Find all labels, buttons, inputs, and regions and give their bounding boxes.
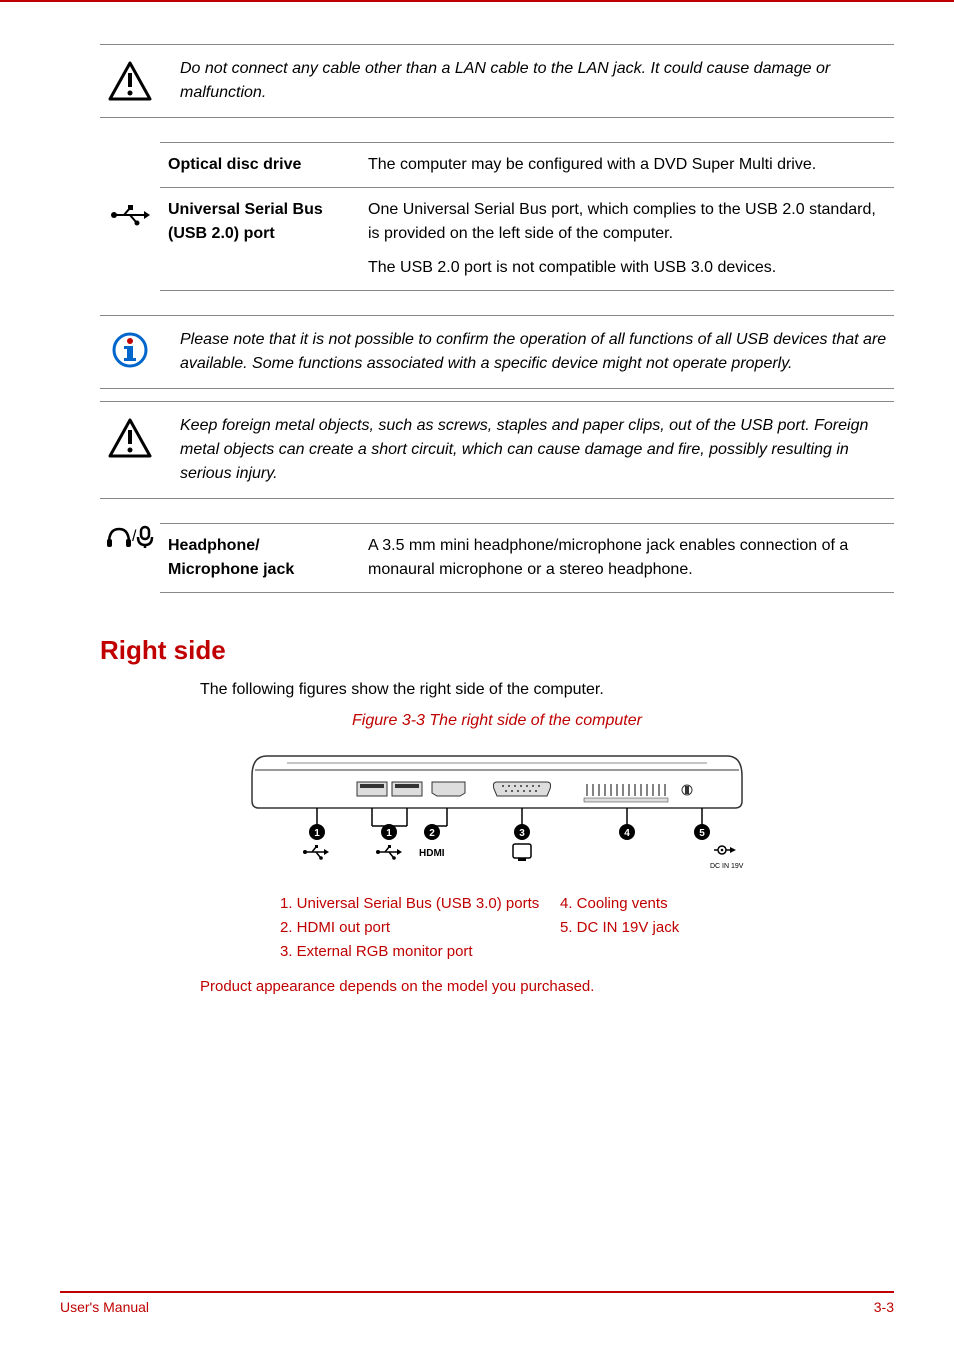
svg-text:4: 4 — [624, 828, 630, 839]
lan-warning-text: Do not connect any cable other than a LA… — [180, 57, 894, 105]
legend-1: 1. Universal Serial Bus (USB 3.0) ports — [280, 892, 560, 916]
svg-text:1: 1 — [386, 828, 392, 839]
spec-usb20-row: Universal Serial Bus (USB 2.0) port One … — [160, 188, 894, 291]
usb-info-text: Please note that it is not possible to c… — [180, 328, 894, 376]
svg-text:1: 1 — [314, 828, 320, 839]
svg-text:/: / — [132, 528, 137, 545]
spec-optical-label: Optical disc drive — [160, 143, 360, 188]
info-icon — [100, 328, 160, 368]
legend-3: 3. External RGB monitor port — [280, 940, 560, 964]
spec-usb20-desc1: One Universal Serial Bus port, which com… — [368, 198, 886, 246]
spec-headphone-row: Headphone/ Microphone jack A 3.5 mm mini… — [160, 524, 894, 593]
disclaimer-text: Product appearance depends on the model … — [200, 978, 894, 995]
spec-usb20-desc: One Universal Serial Bus port, which com… — [360, 188, 894, 291]
legend-4: 4. Cooling vents — [560, 892, 810, 916]
figure-legend: 1. Universal Serial Bus (USB 3.0) ports … — [280, 892, 894, 964]
spec-optical-row: Optical disc drive The computer may be c… — [160, 143, 894, 188]
spec-usb20-label: Universal Serial Bus (USB 2.0) port — [160, 188, 360, 291]
spec-table-1: Optical disc drive The computer may be c… — [100, 130, 894, 303]
page: Do not connect any cable other than a LA… — [0, 0, 954, 1345]
svg-text:DC IN 19V: DC IN 19V — [710, 863, 744, 870]
spec-headphone-label: Headphone/ Microphone jack — [160, 524, 360, 593]
svg-text:2: 2 — [429, 828, 435, 839]
footer-right: 3-3 — [874, 1299, 894, 1315]
legend-5: 5. DC IN 19V jack — [560, 916, 810, 940]
usb-warn-text: Keep foreign metal objects, such as scre… — [180, 414, 894, 486]
warning-icon — [100, 57, 160, 101]
usb-warn-block: Keep foreign metal objects, such as scre… — [100, 401, 894, 499]
usb-info-block: Please note that it is not possible to c… — [100, 315, 894, 389]
right-side-intro: The following figures show the right sid… — [200, 678, 894, 702]
figure-caption: Figure 3-3 The right side of the compute… — [100, 712, 894, 730]
svg-text:HDMI: HDMI — [419, 848, 445, 859]
right-side-title: Right side — [100, 635, 894, 666]
spec-optical-desc: The computer may be configured with a DV… — [360, 143, 894, 188]
svg-text:5: 5 — [699, 828, 705, 839]
footer-left: User's Manual — [60, 1299, 149, 1315]
spec-usb20-desc2: The USB 2.0 port is not compatible with … — [368, 256, 886, 280]
svg-text:3: 3 — [519, 828, 525, 839]
page-footer: User's Manual 3-3 — [60, 1291, 894, 1315]
legend-2: 2. HDMI out port — [280, 916, 560, 940]
warning-icon — [100, 414, 160, 458]
headphone-mic-icon: / — [105, 523, 155, 555]
lan-warning-block: Do not connect any cable other than a LA… — [100, 44, 894, 118]
spec-headphone-block: / Headphone/ Microphone jack A 3.5 mm mi… — [100, 511, 894, 605]
spec-headphone-desc: A 3.5 mm mini headphone/microphone jack … — [360, 524, 894, 593]
usb-icon — [110, 204, 150, 231]
right-side-figure: 1 1 2 3 4 5 HDMI — [247, 746, 747, 876]
